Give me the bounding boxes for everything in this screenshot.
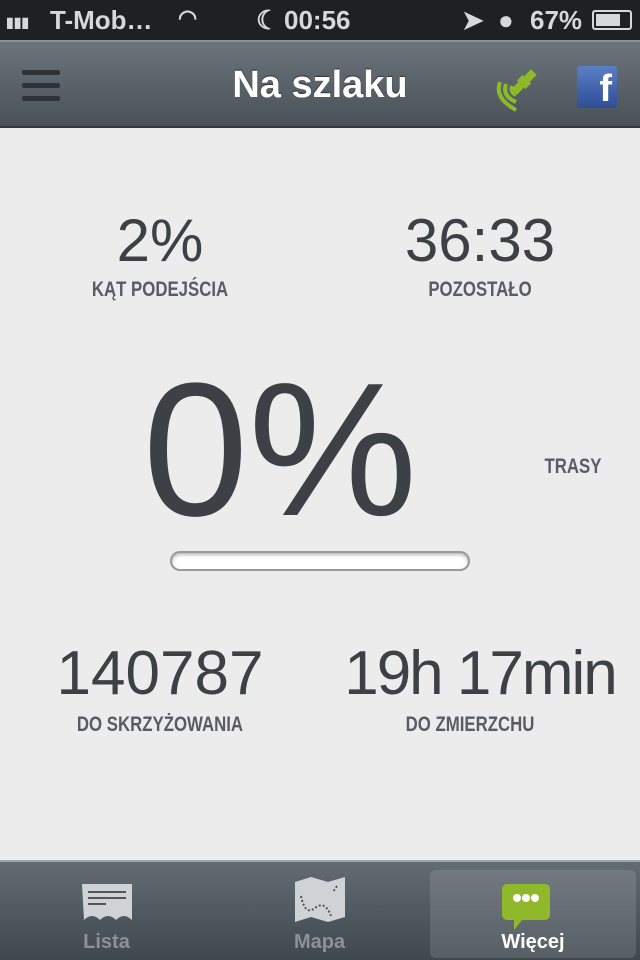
remaining-label: POZOSTAŁO (428, 278, 532, 301)
dashboard: 2% KĄT PODEJŚCIA 36:33 POZOSTAŁO 0% TRAS… (0, 128, 640, 860)
chat-bubble-icon (502, 884, 550, 930)
route-progress-bar (170, 551, 470, 571)
clock: 00:56 (284, 5, 351, 35)
crossing-label: DO SKRZYŻOWANIA (76, 713, 244, 736)
remaining-value: 36:33 (404, 207, 556, 274)
alarm-icon: ● (498, 5, 514, 35)
carrier: T-Mob… (50, 5, 153, 35)
wifi-icon: ◠ (178, 5, 198, 30)
location-icon: ➤ (462, 5, 484, 35)
sunset-value: 19h 17min (344, 639, 618, 708)
menu-icon[interactable] (22, 70, 60, 109)
facebook-icon[interactable]: f (577, 66, 617, 110)
tab-label: Lista (83, 931, 130, 953)
tab-label: Więcej (501, 931, 565, 953)
battery-icon (592, 10, 632, 30)
tab-wiecej[interactable]: Więcej (430, 870, 636, 958)
moon-icon: ☾ (256, 5, 280, 35)
tab-mapa[interactable]: Mapa (213, 862, 426, 958)
status-bar: ▮▮▮ T-Mob… ◠ ☾ 00:56 ➤ ● 67% (0, 0, 640, 40)
page-title: Na szlaku (232, 64, 408, 106)
crossing-value: 140787 (56, 639, 264, 708)
battery-percent: 67% (530, 5, 583, 35)
sunset-label: DO ZMIERZCHU (405, 713, 535, 736)
list-icon (82, 884, 132, 920)
tab-label: Mapa (293, 931, 346, 953)
signal-icon: ▮▮▮ (6, 14, 30, 30)
map-icon (295, 877, 345, 922)
tab-bar: Lista Mapa Więcej (0, 860, 640, 960)
nav-bar: Na szlaku f (0, 40, 640, 128)
angle-value: 2% (116, 207, 204, 274)
progress-value: 0% (142, 344, 418, 556)
gps-satellite-icon[interactable] (488, 68, 544, 116)
progress-label: TRASY (544, 455, 602, 478)
tab-lista[interactable]: Lista (0, 862, 213, 958)
angle-label: KĄT PODEJŚCIA (91, 278, 229, 301)
